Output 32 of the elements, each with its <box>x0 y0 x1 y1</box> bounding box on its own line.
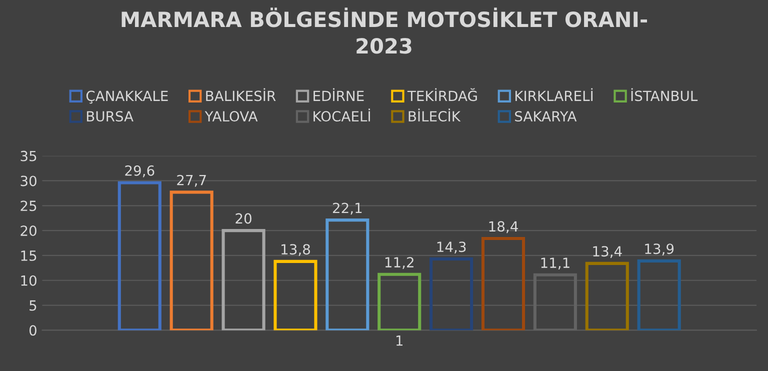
data-label: 11,2 <box>385 257 414 269</box>
legend-label: KOCAELİ <box>314 108 370 122</box>
data-label: 27,7 <box>177 174 206 187</box>
chart-title: MARMARA BÖLGESİNDE MOTOSİKLET ORANI- 2023 <box>122 8 648 54</box>
legend-label: TEKİRDAĞ <box>407 88 477 102</box>
legend-label: ÇANAKKALE <box>86 90 168 104</box>
legend-label: BURSA <box>86 111 134 122</box>
legend-label: BİLECİK <box>408 108 461 122</box>
y-tick-label: 5 <box>30 300 36 311</box>
y-tick-label: 20 <box>20 226 36 236</box>
y-tick-label: 0 <box>29 325 36 336</box>
data-label: 20 <box>236 213 252 224</box>
legend-label: KIRKLARELİ <box>515 88 593 101</box>
data-label: 14,3 <box>437 242 466 254</box>
data-label: 29,6 <box>125 165 154 178</box>
y-tick-label: 25 <box>20 200 36 212</box>
y-tick-label: 35 <box>20 150 36 162</box>
data-label: 22,1 <box>332 202 362 215</box>
data-label: 13,9 <box>645 244 674 256</box>
legend-label: SAKARYA <box>515 111 577 122</box>
data-label: 18,4 <box>489 221 518 234</box>
y-tick-label: 15 <box>21 250 36 261</box>
data-label: 11,1 <box>541 258 570 270</box>
legend-label: İSTANBUL <box>631 88 698 102</box>
legend-label: BALIKESİR <box>206 88 276 102</box>
y-tick-label: 10 <box>21 275 36 286</box>
legend-label: EDİRNE <box>314 88 364 101</box>
y-tick-label: 30 <box>20 176 36 186</box>
data-label: 13,4 <box>593 246 622 258</box>
x-tick-label: 1 <box>396 335 402 346</box>
data-label: 13,8 <box>282 244 310 256</box>
legend-label: YALOVA <box>204 111 258 122</box>
